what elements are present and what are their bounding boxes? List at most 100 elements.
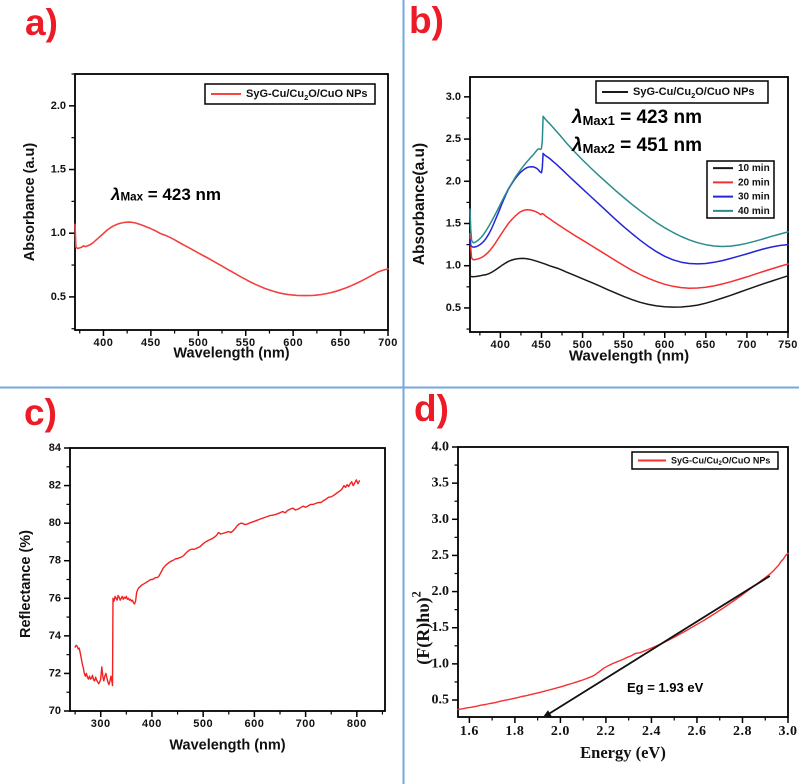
plot-frame-d [457,446,789,718]
x-tick-label: 2.4 [642,724,661,739]
legend-label: 20 min [738,177,770,188]
legend-box-b-0 [595,80,769,104]
panel-c: 300 400 500 600 700 800 70 72 74 76 78 80 82 84 Wavele… [18,442,386,754]
y-tick-label: 74 [49,630,62,642]
x-tick-label: 650 [696,339,716,351]
y-axis-label: Absorbance (a.u) [22,143,38,262]
y-tick-label: 2.0 [446,175,461,187]
y-tick-label: 0.5 [432,693,450,708]
y-tick-label: 1.0 [446,260,461,272]
x-tick-label: 750 [778,339,798,351]
x-tick-label: 2.2 [596,724,615,739]
x-axis-label: Wavelength (nm) [173,346,289,362]
y-tick-label: 2.5 [432,548,450,563]
x-tick-label: 600 [283,337,303,349]
annotation-d-0: Eg = 1.93 eV [627,680,704,695]
legend-box-d-0 [631,451,779,470]
x-tick-label: 700 [737,339,757,351]
series-10-min [469,257,789,308]
tangent-arrowhead [542,710,552,719]
legend-label: 10 min [738,163,770,174]
panel-label-d: d) [414,388,449,429]
x-tick-label: 500 [193,718,213,730]
x-tick-label: 500 [573,339,593,351]
y-tick-label: 2.0 [51,100,66,112]
x-axis-label: Energy (eV) [580,743,666,762]
x-tick-label: 2.8 [733,724,752,739]
x-tick-label: 550 [614,339,634,351]
series-syg-cu-cu2o-cuo-nps-reflectance [74,479,361,687]
y-tick-label: 1.0 [51,227,66,239]
panel-label-b: b) [409,0,444,41]
x-tick-label: 450 [532,339,552,351]
y-tick-label: 2.5 [446,133,461,145]
x-tick-label: 700 [296,718,316,730]
plot-frame-a [74,73,389,331]
y-tick-label: 78 [49,555,61,567]
x-tick-label: 2.0 [551,724,570,739]
legend-label: SyG-Cu/Cu2O/CuO NPs [246,88,368,101]
y-tick-label: 0.5 [446,302,461,314]
y-tick-label: 1.5 [432,620,450,635]
y-tick-label: 72 [49,667,61,679]
series-20-min [469,208,789,289]
x-tick-label: 500 [188,337,208,349]
y-axis-label: Reflectance (%) [18,530,34,638]
legend-box-a-0 [204,83,376,105]
x-tick-label: 550 [236,337,256,349]
series-syg-cu-cu2o-cuo-nps-tauc [457,552,789,711]
y-tick-label: 1.5 [446,217,461,229]
y-tick-label: 3.0 [432,512,450,527]
x-tick-label: 400 [490,339,510,351]
y-tick-label: 4.0 [432,440,450,455]
x-axis-label: Wavelength (nm) [169,738,285,754]
panel-a: 400 450 500 550 600 650 700 0.5 1.0 1.5 2.0 Wavelen… [22,73,398,362]
y-axis-label: (F(R)hυ)2 [409,591,434,664]
tauc-tangent-line [545,575,771,717]
plot-frame-c [69,447,386,712]
legend-label: SyG-Cu/Cu2O/CuO NPs [671,456,770,467]
x-tick-label: 600 [244,718,264,730]
legend-box-b-1 [706,160,775,219]
panel-label-a: a) [25,2,58,43]
y-tick-label: 82 [49,480,61,492]
legend-label: SyG-Cu/Cu2O/CuO NPs [633,86,755,99]
annotation-a-0: λMax = 423 nm [110,185,221,204]
x-tick-label: 300 [91,718,111,730]
y-axis-label: Absorbance(a.u) [411,143,428,265]
annotation-b-0: λMax1 = 423 nm [571,107,702,128]
y-tick-label: 3.0 [446,91,461,103]
x-tick-label: 600 [655,339,675,351]
x-tick-label: 2.6 [687,724,706,739]
x-tick-label: 650 [331,337,351,349]
x-tick-label: 1.8 [505,724,524,739]
y-tick-label: 1.5 [51,164,66,176]
y-tick-label: 2.0 [432,584,450,599]
x-tick-label: 3.0 [779,724,798,739]
y-tick-label: 80 [49,517,61,529]
series-30-min [469,152,789,265]
annotation-b-1: λMax2 = 451 nm [571,135,702,156]
plot-frame-b [469,76,789,333]
y-tick-label: 84 [49,442,62,454]
x-tick-label: 400 [142,718,162,730]
panel-b: 400 450 500 550 600 650 700 750 0.5 1.0 1.5 2.0 2.5 3… [411,76,798,364]
y-tick-label: 0.5 [51,291,66,303]
panel-d: 1.6 1.8 2.0 2.2 2.4 2.6 2.8 3.0 0.5 1.0 1.5 2.0 2.5 3… [409,440,797,763]
y-tick-label: 70 [49,705,61,717]
y-tick-label: 76 [49,592,61,604]
series-40-min [469,115,789,248]
x-tick-label: 450 [141,337,161,349]
legend-label: 40 min [738,205,770,216]
x-tick-label: 1.6 [460,724,479,739]
x-tick-label: 800 [347,718,367,730]
panel-label-c: c) [24,392,57,433]
x-tick-label: 700 [378,337,398,349]
x-axis-label: Wavelength (nm) [569,347,689,364]
x-tick-label: 400 [94,337,114,349]
y-tick-label: 1.0 [432,656,450,671]
y-tick-label: 3.5 [432,476,450,491]
series-syg-cu-cu2o-cuo-nps [74,221,389,297]
